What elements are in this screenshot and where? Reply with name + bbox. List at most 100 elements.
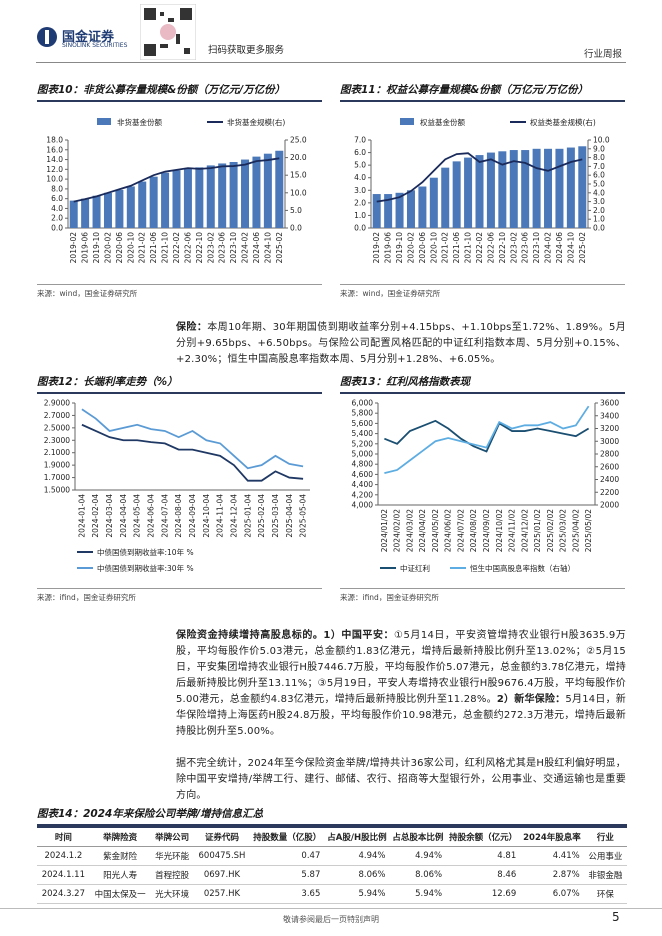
legend-label: 非货基金份额: [117, 117, 162, 127]
x-tick-label: 2024/12/02: [520, 509, 529, 552]
y-tick-label: 12.0: [46, 165, 63, 174]
header-cell: 时间: [37, 826, 90, 847]
y2-tick-label: 3000: [600, 437, 619, 446]
y-tick-label: 0.0: [354, 224, 366, 233]
bar: [92, 195, 101, 228]
bar: [263, 153, 272, 228]
x-tick-label: 2020-02: [406, 232, 415, 264]
bar: [252, 156, 261, 228]
bar: [441, 167, 450, 228]
line: [81, 408, 304, 470]
text-run: 据不完全统计，2024年至今保险资金举牌/增持共计36家公司，红利风格尤其是H股…: [176, 758, 626, 801]
legend-label: 权益类基金规模(右): [530, 117, 596, 127]
header-cell: 2024年股息率: [520, 826, 584, 847]
y-tick-label: 5,200: [352, 439, 374, 448]
bar: [498, 151, 507, 228]
y-tick-label: 5,000: [352, 450, 374, 459]
bar: [418, 186, 427, 228]
y-tick-label: 2.1000: [44, 448, 70, 457]
y2-tick-label: 2200: [600, 488, 619, 497]
table-cell: 4.81: [446, 846, 521, 866]
y2-tick-label: 10.0: [290, 188, 307, 197]
x-tick-label: 2019-06: [384, 232, 393, 264]
y-tick-label: 2.3000: [44, 436, 70, 445]
x-tick-label: 2021-06: [452, 232, 461, 264]
text-run: ①5月14日，平安资管增持农业银行H股3635.9万股，平均每股作价5.03港元…: [176, 630, 626, 705]
x-tick-label: 2024-10: [263, 232, 272, 264]
y-tick-label: 4,600: [352, 470, 374, 479]
table-cell: 紫金财险: [89, 846, 151, 866]
bar: [103, 192, 112, 228]
y-tick-label: 3.0: [354, 186, 366, 195]
header-cell: 持股余额（亿元）: [446, 826, 521, 847]
bar: [149, 176, 158, 228]
legend-label: 中证红利: [400, 563, 430, 573]
paragraph: 保险资金持续增持高股息标的。1）中国平安：①5月14日，平安资管增持农业银行H股…: [176, 628, 626, 740]
y2-tick-label: 4.0: [593, 188, 605, 197]
x-tick-label: 2021-02: [441, 232, 450, 264]
x-tick-label: 2024/10/02: [495, 509, 504, 552]
table-cell: 8.06%: [389, 865, 447, 885]
y-tick-label: 7.0: [354, 136, 366, 145]
chart: 1.5000 1.7000 1.9000 2.1000 2.3000 2.5000 2.70…: [44, 399, 310, 573]
header-row: 时间 举牌险资 举牌公司 证券代码 持股数量（亿股） 占A股/H股比例 占总股本比例 持股余额…: [37, 826, 627, 847]
header-cell: 持股数量（亿股）: [250, 826, 325, 847]
x-tick-label: 2019-10: [92, 232, 101, 264]
text-run: 保险：: [176, 322, 208, 333]
y-tick-label: 4.0: [51, 204, 63, 213]
y-tick-label: 10.0: [46, 175, 63, 184]
x-tick-label: 2019-06: [81, 232, 90, 264]
logo-text: 国金证券: [62, 30, 115, 45]
table-cell: 0.47: [250, 846, 325, 866]
y-tick-label: 5,400: [352, 429, 374, 438]
line: [376, 152, 583, 203]
y-tick-label: 16.0: [46, 145, 63, 154]
bar: [372, 194, 381, 228]
bar: [555, 148, 564, 228]
table-cell: 3.65: [250, 884, 325, 904]
x-tick-label: 2020-10: [126, 232, 135, 264]
x-tick-label: 2021-10: [464, 232, 473, 264]
table-title: 图表14：2024年来保险公司举牌/增持信息汇总: [37, 806, 627, 826]
bar: [115, 189, 124, 228]
x-tick-label: 2024-10: [566, 232, 575, 264]
x-tick-label: 2022-10: [195, 232, 204, 264]
x-tick-label: 2021-02: [138, 232, 147, 264]
table-cell: 2.87%: [520, 865, 584, 885]
header-cell: 占总股本比例: [389, 826, 447, 847]
y-tick-label: 2.5000: [44, 423, 70, 432]
text-run: 5月14日，新华保险增持上海医药H股24.8万股，平均每股作价10.98港元，总…: [176, 694, 627, 737]
table-cell: 阳光人寿: [89, 865, 151, 885]
x-tick-label: 2020-06: [115, 232, 124, 264]
x-tick-label: 2020-06: [418, 232, 427, 264]
table-cell: 8.06%: [324, 865, 390, 885]
x-tick-label: 2023-10: [532, 232, 541, 264]
x-tick-label: 2024-03-04: [105, 494, 114, 538]
y-tick-label: 1.5000: [44, 486, 70, 495]
table: 时间 举牌险资 举牌公司 证券代码 持股数量（亿股） 占A股/H股比例 占总股本比例 持股余额…: [37, 826, 627, 904]
bar: [452, 161, 461, 228]
table-cell: 600475.SH: [193, 846, 251, 866]
x-tick-label: 2025/02/02: [546, 509, 555, 552]
y2-tick-label: 6.0: [593, 171, 605, 180]
y2-tick-label: 3.0: [593, 197, 605, 206]
y2-tick-label: 8.0: [593, 153, 605, 162]
table-cell: 0697.HK: [193, 865, 251, 885]
bar: [532, 148, 541, 228]
y-tick-label: 6.0: [354, 148, 366, 157]
x-tick-label: 2024/03/02: [405, 509, 414, 552]
qr-caption: 扫码获取更多服务: [208, 45, 285, 56]
x-tick-label: 2024/07/02: [456, 509, 465, 552]
y-tick-label: 2.0: [51, 214, 63, 223]
y2-tick-label: 3400: [600, 411, 619, 420]
table-cell: 公用事业: [583, 846, 627, 866]
x-tick-label: 2024-09-04: [188, 494, 197, 538]
table-cell: 5.94%: [389, 884, 447, 904]
x-tick-label: 2024-10-04: [202, 494, 211, 538]
y-tick-label: 18.0: [46, 136, 63, 145]
x-tick-label: 2025/01/02: [533, 509, 542, 552]
table-cell: 6.07%: [520, 884, 584, 904]
y-tick-label: 5,800: [352, 409, 374, 418]
qr-code: [140, 4, 196, 60]
chart-title: 图表12：长端利率走势（%）: [37, 374, 322, 394]
